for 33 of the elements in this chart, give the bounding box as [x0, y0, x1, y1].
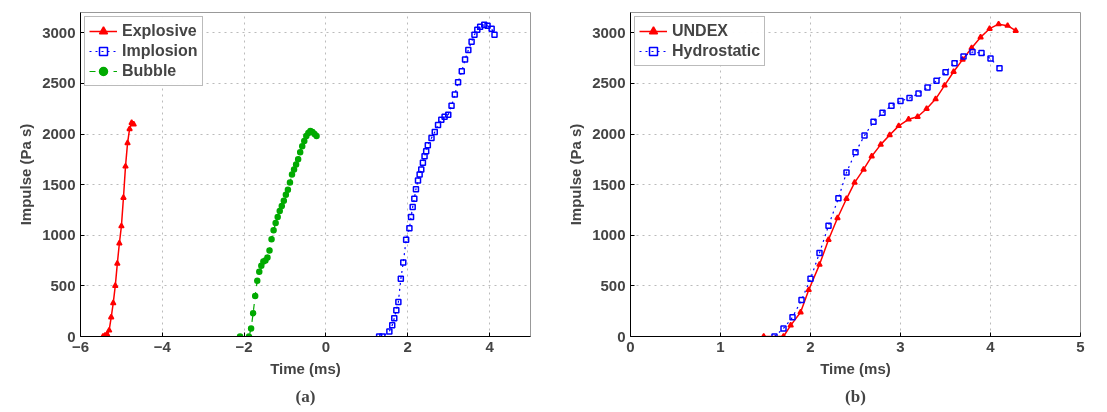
x-tick-label: −4	[153, 337, 172, 355]
y-axis-title: Impulse (Pa s)	[567, 123, 585, 226]
y-tick-label: 2000	[592, 125, 626, 142]
x-tick-label: 4	[485, 337, 495, 355]
x-axis-title: Time (ms)	[270, 359, 341, 377]
y-tick-label: 2000	[42, 125, 76, 142]
y-tick-label: 2500	[592, 74, 626, 92]
y-tick-label: 3000	[42, 23, 76, 41]
x-tick-label: −2	[235, 337, 253, 355]
y-tick-label: 2500	[42, 74, 76, 92]
legend-label: UNDEX	[672, 22, 729, 40]
y-axis-title: Impulse (Pa s)	[17, 123, 35, 226]
x-tick-label: 5	[1076, 337, 1085, 355]
x-tick-label: 4	[986, 337, 996, 355]
y-tick-label: 1500	[42, 175, 76, 193]
legend-label: Implosion	[122, 42, 198, 60]
x-axis-title: Time (ms)	[820, 359, 891, 377]
y-tick-label: 500	[600, 276, 626, 294]
legend-label: Bubble	[122, 62, 177, 80]
y-tick-label: 500	[50, 276, 76, 294]
y-tick-label: 1000	[42, 226, 76, 244]
x-tick-label: 2	[806, 337, 815, 355]
text: (b)	[845, 386, 866, 406]
x-tick-label: 1	[716, 337, 725, 355]
x-tick-label: 0	[321, 337, 331, 355]
x-tick-label: 2	[403, 337, 412, 355]
x-tick-label: 3	[896, 337, 905, 355]
y-tick-label: 1500	[592, 175, 626, 193]
legend-label: Explosive	[122, 22, 197, 40]
y-tick-label: 1000	[592, 226, 626, 244]
legend-label: Hydrostatic	[672, 42, 761, 60]
text: (a)	[295, 386, 316, 406]
y-tick-label: 3000	[592, 23, 626, 41]
